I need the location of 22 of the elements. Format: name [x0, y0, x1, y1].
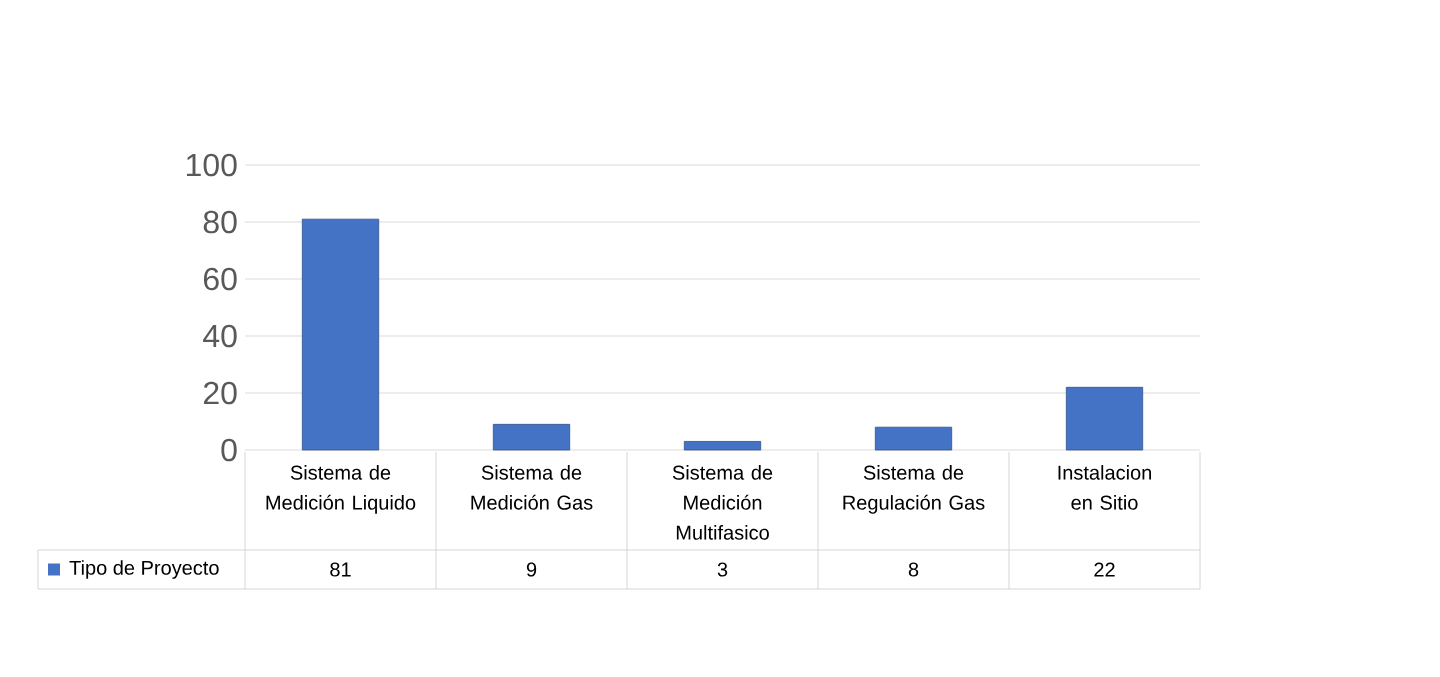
bar [1065, 386, 1144, 451]
x-tick-label: Instalacion en Sitio [1058, 465, 1151, 510]
x-tick-label: Sistema de Medición Multifasico [672, 465, 773, 540]
y-tick-label: 60 [203, 267, 237, 291]
y-tick-label: 40 [203, 324, 237, 348]
bar [301, 218, 380, 451]
y-tick-label: 80 [203, 210, 237, 234]
data-label: 9 [526, 562, 537, 577]
y-tick-label: 0 [221, 438, 237, 462]
data-label: 8 [908, 562, 919, 577]
x-tick-label: Sistema de Medición Liquido [266, 465, 416, 514]
legend-label: Tipo de Proyecto [69, 560, 219, 579]
bar [874, 426, 953, 451]
y-tick-label: 20 [203, 381, 237, 405]
x-tick-label: Sistema de Medición Gas [471, 465, 593, 510]
data-label: 22 [1094, 562, 1115, 577]
data-label: 81 [330, 562, 351, 577]
x-tick-label: Sistema de Regulación Gas [843, 465, 985, 514]
bar [492, 423, 571, 451]
bar [683, 441, 762, 451]
y-tick-label: 100 [187, 153, 237, 177]
data-label: 3 [717, 562, 728, 577]
